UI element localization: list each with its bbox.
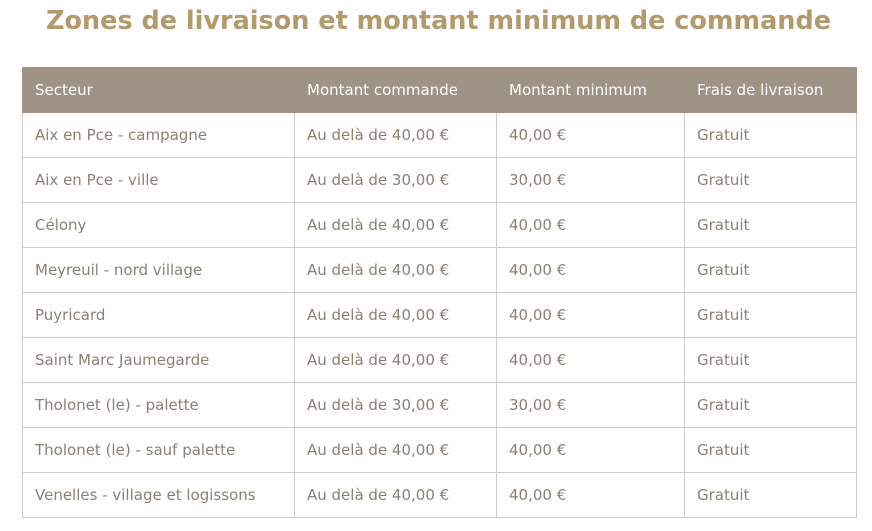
cell-montant-commande: Au delà de 40,00 € bbox=[294, 247, 497, 293]
cell-montant-commande: Au delà de 30,00 € bbox=[294, 382, 497, 428]
cell-montant-minimum: 30,00 € bbox=[496, 382, 685, 428]
table-row: Aix en Pce - campagne Au delà de 40,00 €… bbox=[22, 112, 857, 158]
cell-secteur: Tholonet (le) - palette bbox=[22, 382, 295, 428]
delivery-zones-table: Secteur Montant commande Montant minimum… bbox=[22, 67, 857, 518]
table-body: Aix en Pce - campagne Au delà de 40,00 €… bbox=[22, 112, 857, 518]
cell-secteur: Venelles - village et logissons bbox=[22, 472, 295, 518]
cell-secteur: Aix en Pce - campagne bbox=[22, 112, 295, 158]
cell-montant-commande: Au delà de 30,00 € bbox=[294, 157, 497, 203]
column-header-secteur: Secteur bbox=[22, 67, 295, 113]
cell-montant-commande: Au delà de 40,00 € bbox=[294, 427, 497, 473]
cell-montant-minimum: 30,00 € bbox=[496, 157, 685, 203]
cell-montant-commande: Au delà de 40,00 € bbox=[294, 292, 497, 338]
cell-secteur: Tholonet (le) - sauf palette bbox=[22, 427, 295, 473]
cell-frais-livraison: Gratuit bbox=[684, 427, 857, 473]
column-header-frais-livraison: Frais de livraison bbox=[684, 67, 857, 113]
cell-montant-minimum: 40,00 € bbox=[496, 247, 685, 293]
column-header-montant-commande: Montant commande bbox=[294, 67, 497, 113]
cell-montant-minimum: 40,00 € bbox=[496, 112, 685, 158]
table-row: Meyreuil - nord village Au delà de 40,00… bbox=[22, 247, 857, 293]
cell-frais-livraison: Gratuit bbox=[684, 157, 857, 203]
page-title: Zones de livraison et montant minimum de… bbox=[45, 6, 831, 36]
table-row: Aix en Pce - ville Au delà de 30,00 € 30… bbox=[22, 157, 857, 203]
cell-frais-livraison: Gratuit bbox=[684, 382, 857, 428]
cell-montant-minimum: 40,00 € bbox=[496, 472, 685, 518]
cell-frais-livraison: Gratuit bbox=[684, 337, 857, 383]
cell-frais-livraison: Gratuit bbox=[684, 292, 857, 338]
cell-secteur: Puyricard bbox=[22, 292, 295, 338]
table-row: Célony Au delà de 40,00 € 40,00 € Gratui… bbox=[22, 202, 857, 248]
column-header-montant-minimum: Montant minimum bbox=[496, 67, 685, 113]
cell-frais-livraison: Gratuit bbox=[684, 472, 857, 518]
cell-secteur: Meyreuil - nord village bbox=[22, 247, 295, 293]
cell-frais-livraison: Gratuit bbox=[684, 112, 857, 158]
cell-frais-livraison: Gratuit bbox=[684, 247, 857, 293]
table-header-row: Secteur Montant commande Montant minimum… bbox=[22, 67, 857, 113]
cell-montant-minimum: 40,00 € bbox=[496, 337, 685, 383]
cell-montant-minimum: 40,00 € bbox=[496, 427, 685, 473]
cell-montant-commande: Au delà de 40,00 € bbox=[294, 112, 497, 158]
cell-montant-commande: Au delà de 40,00 € bbox=[294, 337, 497, 383]
cell-montant-commande: Au delà de 40,00 € bbox=[294, 472, 497, 518]
table-row: Tholonet (le) - palette Au delà de 30,00… bbox=[22, 382, 857, 428]
cell-montant-minimum: 40,00 € bbox=[496, 202, 685, 248]
table-row: Tholonet (le) - sauf palette Au delà de … bbox=[22, 427, 857, 473]
cell-frais-livraison: Gratuit bbox=[684, 202, 857, 248]
table-row: Puyricard Au delà de 40,00 € 40,00 € Gra… bbox=[22, 292, 857, 338]
cell-secteur: Célony bbox=[22, 202, 295, 248]
table-row: Saint Marc Jaumegarde Au delà de 40,00 €… bbox=[22, 337, 857, 383]
cell-montant-commande: Au delà de 40,00 € bbox=[294, 202, 497, 248]
table-header: Secteur Montant commande Montant minimum… bbox=[22, 67, 857, 113]
table-row: Venelles - village et logissons Au delà … bbox=[22, 472, 857, 518]
cell-secteur: Aix en Pce - ville bbox=[22, 157, 295, 203]
cell-secteur: Saint Marc Jaumegarde bbox=[22, 337, 295, 383]
cell-montant-minimum: 40,00 € bbox=[496, 292, 685, 338]
